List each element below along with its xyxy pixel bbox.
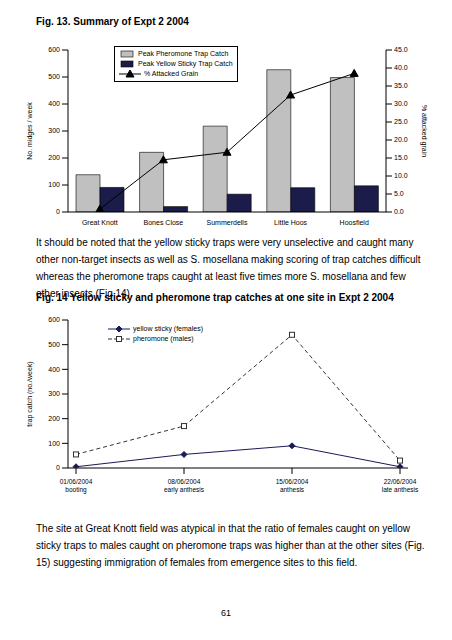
svg-text:200: 200 bbox=[48, 415, 60, 422]
svg-text:300: 300 bbox=[48, 390, 60, 397]
html-text:Fig. 14 Yellow sticky and pher: Fig. 14 Yellow sticky and pheromone trap… bbox=[36, 292, 394, 303]
svg-text:300: 300 bbox=[48, 127, 60, 134]
svg-text:0: 0 bbox=[56, 208, 60, 215]
svg-text:30.0: 30.0 bbox=[394, 100, 408, 107]
svg-text:15/06/2004anthesis: 15/06/2004anthesis bbox=[276, 478, 309, 493]
html-text:61: 61 bbox=[221, 608, 231, 618]
svg-text:0.0: 0.0 bbox=[394, 208, 404, 215]
svg-text:No. midges / week: No. midges / week bbox=[26, 102, 34, 160]
svg-text:20.0: 20.0 bbox=[394, 136, 408, 143]
svg-text:40.0: 40.0 bbox=[394, 64, 408, 71]
svg-text:600: 600 bbox=[48, 46, 60, 53]
svg-text:400: 400 bbox=[48, 366, 60, 373]
html-text:Fig. 13. Summary of Expt 2 200: Fig. 13. Summary of Expt 2 2004 bbox=[36, 16, 189, 27]
svg-text:200: 200 bbox=[48, 154, 60, 161]
html-text:yellow sticky (females): yellow sticky (females) bbox=[133, 325, 203, 332]
svg-text:25.0: 25.0 bbox=[394, 118, 408, 125]
html-text:The site at Great Knott field: The site at Great Knott field was atypic… bbox=[36, 523, 425, 568]
svg-text:35.0: 35.0 bbox=[394, 82, 408, 89]
svg-text:600: 600 bbox=[48, 316, 60, 323]
html-text:It should be noted that the ye: It should be noted that the yellow stick… bbox=[36, 237, 421, 299]
svg-text:45.0: 45.0 bbox=[394, 46, 408, 53]
svg-text:15.0: 15.0 bbox=[394, 154, 408, 161]
svg-text:0: 0 bbox=[56, 464, 60, 471]
svg-text:100: 100 bbox=[48, 440, 60, 447]
html-text:Peak Pheromone Trap Catch: Peak Pheromone Trap Catch bbox=[138, 50, 229, 57]
svg-text:08/06/2004early anthesis: 08/06/2004early anthesis bbox=[164, 478, 205, 494]
svg-text:500: 500 bbox=[48, 341, 60, 348]
svg-text:Little Hoos: Little Hoos bbox=[274, 219, 308, 226]
svg-text:400: 400 bbox=[48, 100, 60, 107]
svg-text:100: 100 bbox=[48, 181, 60, 188]
html-text:% Attacked Grain: % Attacked Grain bbox=[144, 70, 199, 77]
svg-text:% attacked grain: % attacked grain bbox=[420, 105, 428, 157]
svg-text:Hoosfield: Hoosfield bbox=[340, 219, 369, 226]
svg-text:10.0: 10.0 bbox=[394, 172, 408, 179]
svg-text:trap catch (no./week): trap catch (no./week) bbox=[26, 361, 34, 426]
svg-text:22/06/2004late anthesis: 22/06/2004late anthesis bbox=[382, 478, 419, 493]
svg-text:Bones Close: Bones Close bbox=[144, 219, 184, 226]
svg-text:500: 500 bbox=[48, 73, 60, 80]
html-text:Peak Yellow Sticky Trap Catch: Peak Yellow Sticky Trap Catch bbox=[138, 60, 233, 67]
svg-text:Summerdells: Summerdells bbox=[207, 219, 248, 226]
svg-text:Great Knott: Great Knott bbox=[82, 219, 118, 226]
svg-text:5.0: 5.0 bbox=[394, 190, 404, 197]
svg-text:01/06/2004booting: 01/06/2004booting bbox=[60, 478, 93, 494]
html-text:pheromone (males): pheromone (males) bbox=[133, 335, 194, 342]
